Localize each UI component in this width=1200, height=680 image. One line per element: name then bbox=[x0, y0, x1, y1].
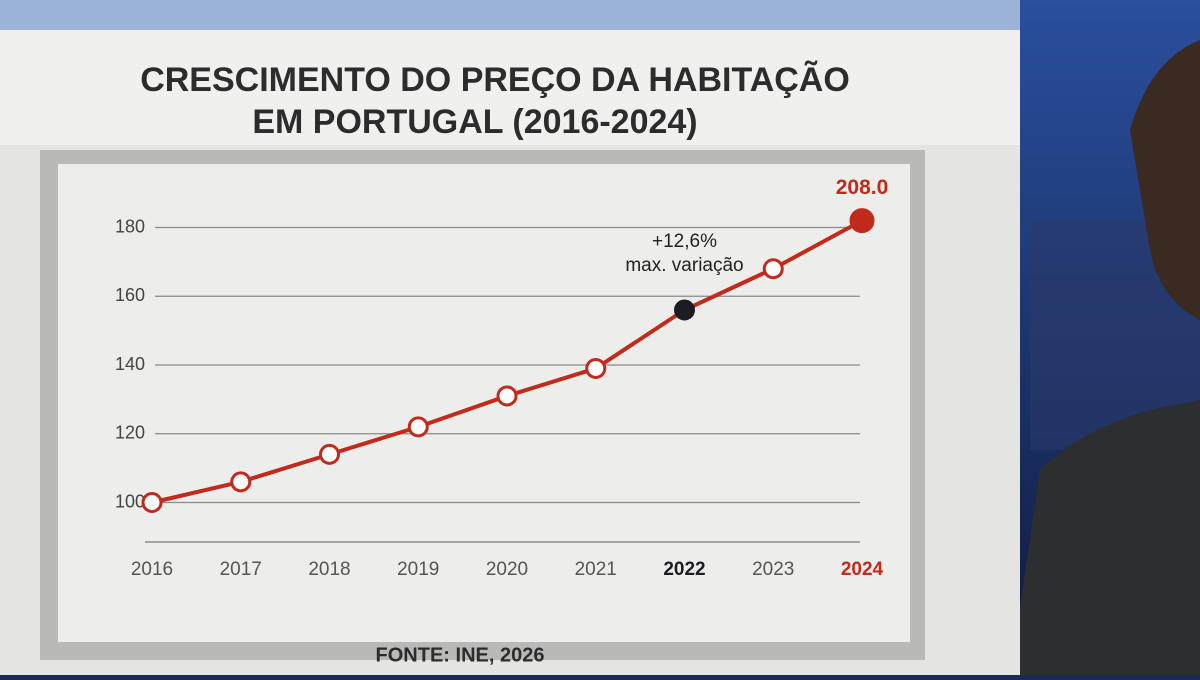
point bbox=[319, 443, 340, 465]
point bbox=[762, 258, 784, 280]
y-tick-label: 180 bbox=[115, 216, 145, 236]
chart-title: CRESCIMENTO DO PREÇO DA HABITAÇÃO bbox=[140, 61, 850, 99]
x-tick-label: 2024 bbox=[841, 559, 884, 580]
y-tick-label: 120 bbox=[115, 423, 145, 443]
presenter-head bbox=[1130, 40, 1200, 320]
y-tick-label: 100 bbox=[115, 491, 145, 511]
x-tick-label: 2017 bbox=[220, 559, 262, 580]
point bbox=[496, 385, 518, 407]
x-tick-label: 2019 bbox=[397, 559, 439, 580]
y-tick-label: 140 bbox=[115, 354, 145, 374]
point bbox=[585, 357, 607, 379]
top-strip bbox=[0, 0, 1020, 30]
title-panel bbox=[0, 30, 1020, 145]
plot: 100 120 140 160 180 2016 2017 2018 2019 2020 2021 2… bbox=[115, 176, 888, 580]
presenter-suit bbox=[1010, 400, 1200, 675]
x-tick-label: 2022 bbox=[663, 559, 705, 580]
x-tick-label: 2023 bbox=[752, 559, 794, 580]
point bbox=[141, 492, 163, 513]
x-tick-label: 2020 bbox=[486, 559, 528, 580]
annotation: +12,6% bbox=[652, 231, 717, 252]
source: FONTE: INE, 2026 bbox=[376, 644, 545, 666]
x-tick-label: 2018 bbox=[308, 559, 350, 580]
x-tick-label: 2021 bbox=[575, 559, 617, 580]
chart-title: EM PORTUGAL (2016-2024) bbox=[252, 103, 697, 141]
point bbox=[407, 416, 429, 438]
x-tick-label: 2016 bbox=[131, 559, 173, 580]
y-tick-label: 160 bbox=[115, 285, 145, 305]
annotation: max. variação bbox=[625, 255, 743, 276]
value-annotation: 208.0 bbox=[836, 176, 889, 199]
point bbox=[849, 208, 875, 234]
point bbox=[230, 471, 252, 493]
point bbox=[674, 299, 695, 321]
